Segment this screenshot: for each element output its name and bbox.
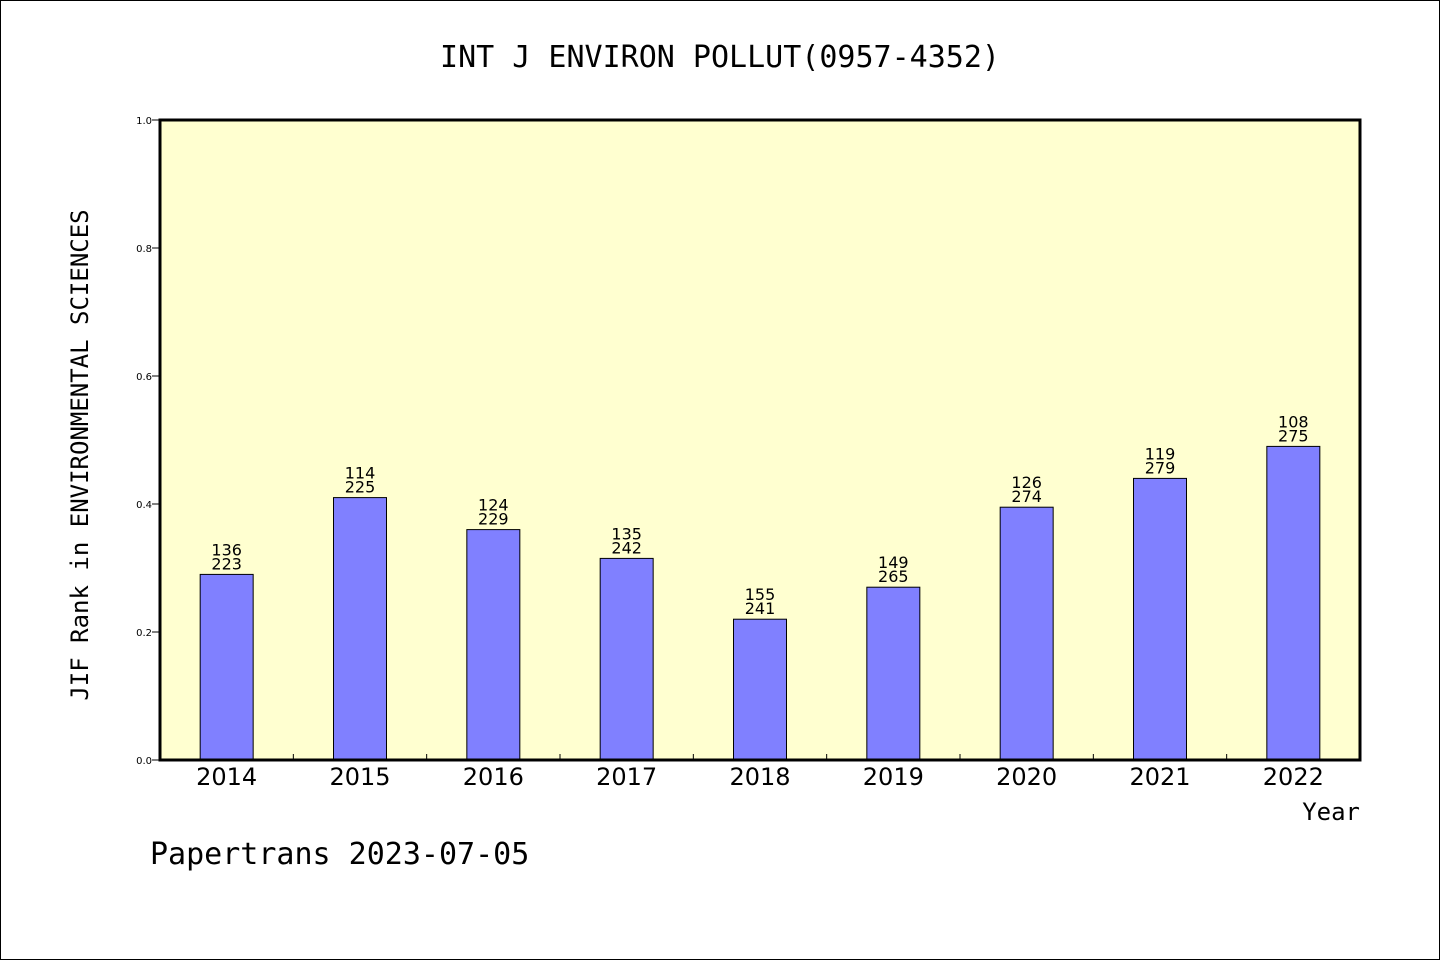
bar-rank-label: 119 (1145, 444, 1176, 463)
y-tick-label: 0.4 (136, 500, 152, 511)
x-tick-label: 2020 (996, 763, 1057, 791)
x-tick-label: 2014 (196, 763, 257, 791)
y-tick-label: 0.6 (136, 372, 152, 383)
bar (733, 618, 787, 761)
bar-total-label: 275 (1278, 426, 1309, 445)
bar-total-label: 242 (611, 538, 642, 557)
bar (999, 506, 1054, 761)
bar-rank-label: 126 (1011, 473, 1042, 492)
y-tick-label: 0.0 (136, 756, 152, 767)
bar-total-label: 223 (211, 554, 242, 573)
x-tick-label: 2018 (729, 763, 790, 791)
bar-rank-label: 149 (878, 553, 909, 572)
bars: 1362231142251242291352421552411492651262… (199, 412, 1321, 761)
y-tick-label: 0.8 (136, 244, 152, 255)
bar-total-label: 279 (1145, 458, 1176, 477)
bar-rank-label: 155 (745, 585, 776, 604)
bar-rank-label: 135 (611, 524, 642, 543)
bar-total-label: 229 (478, 510, 509, 529)
bar-total-label: 265 (878, 567, 909, 586)
bar (599, 557, 654, 761)
x-tick-label: 2019 (863, 763, 924, 791)
bar (1266, 445, 1321, 761)
axis-ticks: 0.0 0.2 0.4 0.6 0.8 1.0 2014 2015 2016 2017 2018 20… (136, 116, 1324, 791)
bar-rank-label: 136 (211, 540, 242, 559)
bar (866, 586, 921, 761)
x-tick-label: 2021 (1129, 763, 1190, 791)
bar-rank-label: 108 (1278, 412, 1309, 431)
bar-rank-label: 124 (478, 496, 509, 515)
y-tick-label: 0.2 (136, 628, 152, 639)
x-tick-label: 2016 (463, 763, 524, 791)
y-tick-label: 1.0 (136, 116, 152, 127)
bar (199, 573, 254, 761)
x-tick-label: 2022 (1263, 763, 1324, 791)
bar-total-label: 274 (1011, 487, 1042, 506)
x-axis-label: Year (1302, 798, 1360, 826)
x-tick-label: 2017 (596, 763, 657, 791)
bar-rank-label: 114 (345, 464, 376, 483)
bar (333, 497, 387, 761)
bar-total-label: 241 (745, 599, 776, 618)
y-axis-label: JIF Rank in ENVIRONMENTAL SCIENCES (66, 209, 94, 700)
footer-text: Papertrans 2023-07-05 (150, 837, 529, 872)
bar (466, 529, 521, 761)
x-tick-label: 2015 (329, 763, 390, 791)
bar-total-label: 225 (345, 478, 376, 497)
chart-title: INT J ENVIRON POLLUT(0957-4352) (440, 40, 1000, 75)
plot-border (158, 118, 1362, 762)
bar (1133, 477, 1187, 761)
